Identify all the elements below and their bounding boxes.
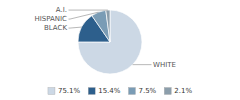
chart: WHITE BLACKHISPANICA.I. 75.1% 15.4% 7.5% 2.1%	[0, 0, 240, 100]
legend-label: 15.4%	[98, 87, 121, 95]
slice-labels: WHITE BLACKHISPANICA.I.	[34, 6, 175, 69]
legend-label: 7.5%	[138, 87, 156, 95]
leader-line	[133, 64, 152, 65]
pie-slice	[92, 10, 110, 42]
leader-line	[69, 27, 82, 29]
slice-label: A.I.	[56, 6, 67, 14]
legend-swatch	[164, 88, 171, 95]
legend-swatch	[48, 88, 55, 95]
pie	[78, 10, 142, 74]
pie-slice	[78, 10, 142, 74]
leader-line	[69, 10, 108, 11]
slice-label: WHITE	[153, 61, 176, 69]
legend-swatch	[128, 88, 135, 95]
legend-label: 2.1%	[174, 87, 192, 95]
legend-label: 75.1%	[58, 87, 81, 95]
pie-slice	[106, 10, 110, 42]
legend: 75.1% 15.4% 7.5% 2.1%	[48, 87, 192, 95]
slice-label: HISPANIC	[34, 15, 67, 23]
leader-line	[69, 12, 99, 19]
slice-label: BLACK	[44, 24, 67, 32]
legend-swatch	[88, 88, 95, 95]
